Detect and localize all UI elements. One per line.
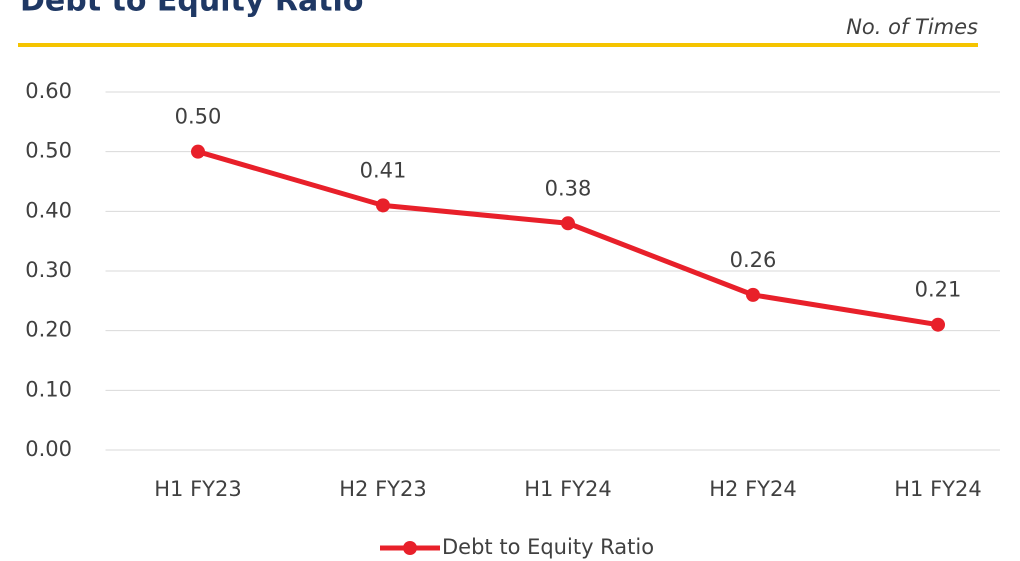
unit-label: No. of Times — [846, 15, 978, 39]
x-tick-label: H1 FY24 — [894, 477, 981, 501]
legend-marker — [403, 541, 417, 555]
x-tick-label: H2 FY23 — [339, 477, 426, 501]
y-tick-label: 0.40 — [25, 198, 72, 222]
y-tick-label: 0.10 — [25, 377, 72, 401]
data-point — [376, 198, 390, 213]
data-point — [746, 287, 760, 302]
data-label: 0.26 — [730, 248, 777, 272]
data-point — [931, 317, 945, 332]
y-tick-label: 0.30 — [25, 258, 72, 282]
y-tick-label: 0.00 — [25, 437, 72, 461]
x-tick-label: H1 FY23 — [154, 477, 241, 501]
y-tick-label: 0.60 — [25, 79, 72, 103]
data-point — [191, 144, 205, 159]
y-tick-label: 0.50 — [25, 139, 72, 163]
data-label: 0.41 — [360, 158, 407, 182]
data-point — [561, 216, 575, 231]
x-tick-label: H2 FY24 — [709, 477, 796, 501]
x-tick-label: H1 FY24 — [524, 477, 611, 501]
y-tick-label: 0.20 — [25, 318, 72, 342]
chart-title: Debt to Equity Ratio — [20, 0, 363, 19]
data-label: 0.38 — [545, 176, 592, 200]
data-label: 0.21 — [915, 278, 962, 302]
legend-label: Debt to Equity Ratio — [442, 535, 654, 559]
data-label: 0.50 — [175, 105, 222, 129]
